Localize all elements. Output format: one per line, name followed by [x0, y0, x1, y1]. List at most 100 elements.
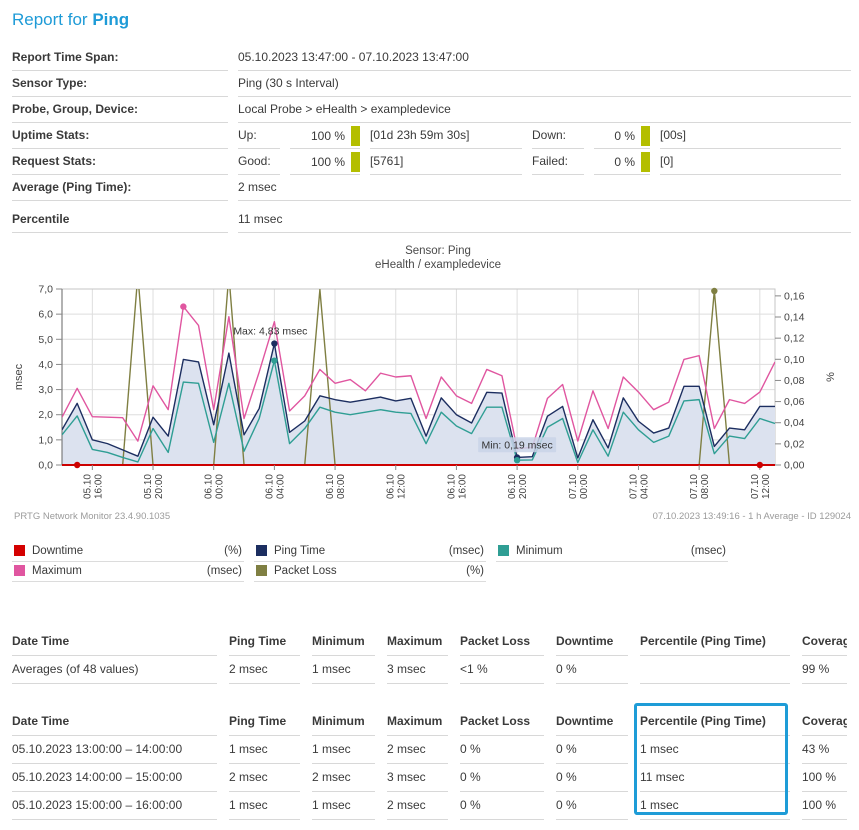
svg-text:0,14: 0,14	[784, 311, 805, 323]
sensor-chart: 0,0 1,0 2,0 3,0 4,0 5,0 6,0 7,0 0,00 0,02 0,04 0,06…	[13, 283, 851, 522]
svg-text:08:00: 08:00	[700, 473, 711, 498]
table-cell-maximum: 2 msec	[387, 792, 448, 820]
table-cell-packet-loss: 0 %	[460, 792, 544, 820]
svg-text:0,02: 0,02	[784, 438, 805, 450]
svg-text:3,0: 3,0	[38, 384, 53, 396]
svg-text:16:00: 16:00	[457, 473, 468, 498]
table-cell-ping-time: 2 msec	[229, 656, 300, 684]
downtime-swatch-icon	[14, 545, 25, 557]
svg-text:07.10: 07.10	[568, 473, 579, 498]
table-cell-date-time: 05.10.2023 15:00:00 – 16:00:00	[12, 792, 217, 820]
column-header-maximum: Maximum	[387, 708, 448, 736]
table-cell-ping-time: 2 msec	[229, 764, 300, 792]
info-label: Sensor Type:	[12, 71, 228, 97]
legend-spacer	[496, 562, 728, 582]
legend-item-packet-loss: Packet Loss (%)	[254, 562, 486, 582]
marker-downtime	[756, 461, 764, 468]
request-good-count: [5761]	[370, 149, 522, 175]
column-header-downtime: Downtime	[556, 628, 628, 656]
svg-text:5,0: 5,0	[38, 333, 53, 345]
marker-packet-loss	[711, 287, 718, 294]
svg-text:06.10: 06.10	[446, 473, 457, 498]
uptime-down-label: Down:	[532, 123, 584, 149]
svg-text:7,0: 7,0	[38, 283, 53, 295]
svg-text:2,0: 2,0	[38, 409, 53, 421]
averages-table: Date Time Ping Time Minimum Maximum Packet L…	[8, 628, 851, 684]
svg-text:16:00: 16:00	[93, 473, 104, 498]
svg-text:07.10: 07.10	[689, 473, 700, 498]
table-cell-downtime: 0 %	[556, 792, 628, 820]
chart-subtitle: eHealth / exampledevice	[375, 258, 501, 271]
marker-ping-time	[271, 339, 278, 347]
table-cell-packet-loss: 0 %	[460, 764, 544, 792]
request-good-label: Good:	[238, 149, 280, 175]
svg-text:04:00: 04:00	[275, 473, 286, 498]
svg-text:4,0: 4,0	[38, 359, 53, 371]
info-label: Probe, Group, Device:	[12, 97, 228, 123]
legend-unit: (msec)	[448, 544, 484, 557]
table-cell-date-time: 05.10.2023 13:00:00 – 14:00:00	[12, 736, 217, 764]
svg-text:20:00: 20:00	[518, 473, 529, 498]
column-header-date-time: Date Time	[12, 628, 217, 656]
legend-unit: (msec)	[690, 544, 726, 557]
request-failed-percent: 0 %	[594, 149, 650, 175]
info-row-request-stats: Request Stats: Good: 100 % [5761] Failed…	[8, 149, 851, 175]
table-cell-percentile-ping-time: 1 msec	[640, 792, 790, 820]
marker-minimum	[513, 456, 521, 464]
column-header-packet-loss: Packet Loss	[460, 628, 544, 656]
page-title-sensor: Ping	[92, 10, 130, 29]
max-annotation: Max: 4,83 msec	[233, 325, 307, 337]
request-good-bar	[351, 151, 360, 172]
legend-unit: (%)	[466, 564, 484, 577]
minimum-swatch-icon	[498, 545, 509, 557]
request-good-percent: 100 %	[290, 149, 360, 175]
svg-text:12:00: 12:00	[761, 473, 772, 498]
uptime-down-bar	[641, 125, 650, 146]
request-failed-count: [0]	[660, 149, 841, 175]
legend-item-maximum: Maximum (msec)	[12, 562, 244, 582]
series-line-maximum	[62, 305, 775, 449]
table-cell-maximum: 2 msec	[387, 736, 448, 764]
svg-text:0,0: 0,0	[38, 459, 53, 471]
table-cell-minimum: 1 msec	[312, 792, 375, 820]
svg-text:0,12: 0,12	[784, 332, 805, 344]
column-header-maximum: Maximum	[387, 628, 448, 656]
info-label: Uptime Stats:	[12, 123, 228, 149]
legend-unit: (%)	[224, 544, 242, 557]
request-failed-label: Failed:	[532, 149, 584, 175]
table-cell-downtime: 0 %	[556, 656, 628, 684]
svg-text:06.10: 06.10	[204, 473, 215, 498]
table-cell-coverage: 100 %	[802, 764, 847, 792]
marker-maximum	[180, 302, 187, 310]
info-value: 2 msec	[238, 175, 851, 201]
column-header-ping-time: Ping Time	[229, 708, 300, 736]
info-value: 05.10.2023 13:47:00 - 07.10.2023 13:47:0…	[238, 45, 851, 71]
legend-label: Maximum	[32, 564, 82, 577]
info-row-average: Average (Ping Time): 2 msec	[8, 175, 851, 201]
svg-text:12:00: 12:00	[397, 473, 408, 498]
uptime-up-label: Up:	[238, 123, 280, 149]
right-axis-label: %	[825, 371, 837, 381]
chart-title: Sensor: Ping	[405, 245, 471, 257]
svg-text:0,06: 0,06	[784, 396, 805, 408]
table-cell-minimum: 1 msec	[312, 736, 375, 764]
column-header-coverage: Coverage	[802, 628, 847, 656]
ping-time-swatch-icon	[256, 545, 267, 557]
column-header-coverage: Coverage	[802, 708, 847, 736]
svg-text:06.10: 06.10	[386, 473, 397, 498]
uptime-down-percent: 0 %	[594, 123, 650, 149]
info-row-timespan: Report Time Span: 05.10.2023 13:47:00 - …	[8, 45, 851, 71]
svg-text:04:00: 04:00	[639, 473, 650, 498]
svg-text:08:00: 08:00	[336, 473, 347, 498]
info-row-sensor-type: Sensor Type: Ping (30 s Interval)	[8, 71, 851, 97]
column-header-minimum: Minimum	[312, 628, 375, 656]
marker-downtime	[73, 461, 81, 468]
table-cell-date-time: 05.10.2023 14:00:00 – 15:00:00	[12, 764, 217, 792]
info-row-uptime-stats: Uptime Stats: Up: 100 % [01d 23h 59m 30s…	[8, 123, 851, 149]
table-cell-coverage: 99 %	[802, 656, 847, 684]
svg-text:20:00: 20:00	[154, 473, 165, 498]
series-line-ping-time	[62, 342, 775, 459]
svg-text:0,08: 0,08	[784, 375, 805, 387]
column-header-ping-time: Ping Time	[229, 628, 300, 656]
